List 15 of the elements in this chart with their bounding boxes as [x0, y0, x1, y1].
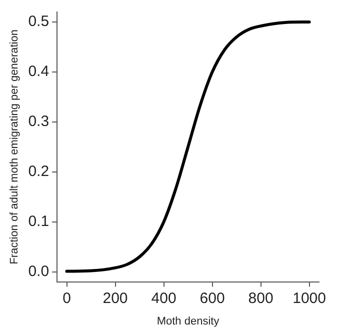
x-tick-label: 1000 — [292, 290, 326, 307]
x-axis-title: Moth density — [156, 315, 220, 328]
x-tick-label: 600 — [200, 290, 225, 307]
x-tick-label: 400 — [151, 290, 176, 307]
line-series — [65, 20, 311, 273]
x-tick-label: 0 — [62, 290, 71, 307]
x-tick-label: 800 — [248, 290, 274, 307]
y-tick-label: 0.5 — [28, 13, 50, 30]
y-tick-label: 0.1 — [28, 212, 50, 230]
y-tick-label: 0.2 — [28, 163, 50, 180]
x-tick-label: 200 — [102, 290, 128, 307]
y-tick-label: 0.4 — [28, 63, 50, 80]
y-axis-title: Fraction of adult moth emigrating per generation — [8, 29, 21, 264]
y-tick-label: 0.3 — [28, 113, 50, 130]
y-tick-label: 0.0 — [28, 262, 50, 280]
